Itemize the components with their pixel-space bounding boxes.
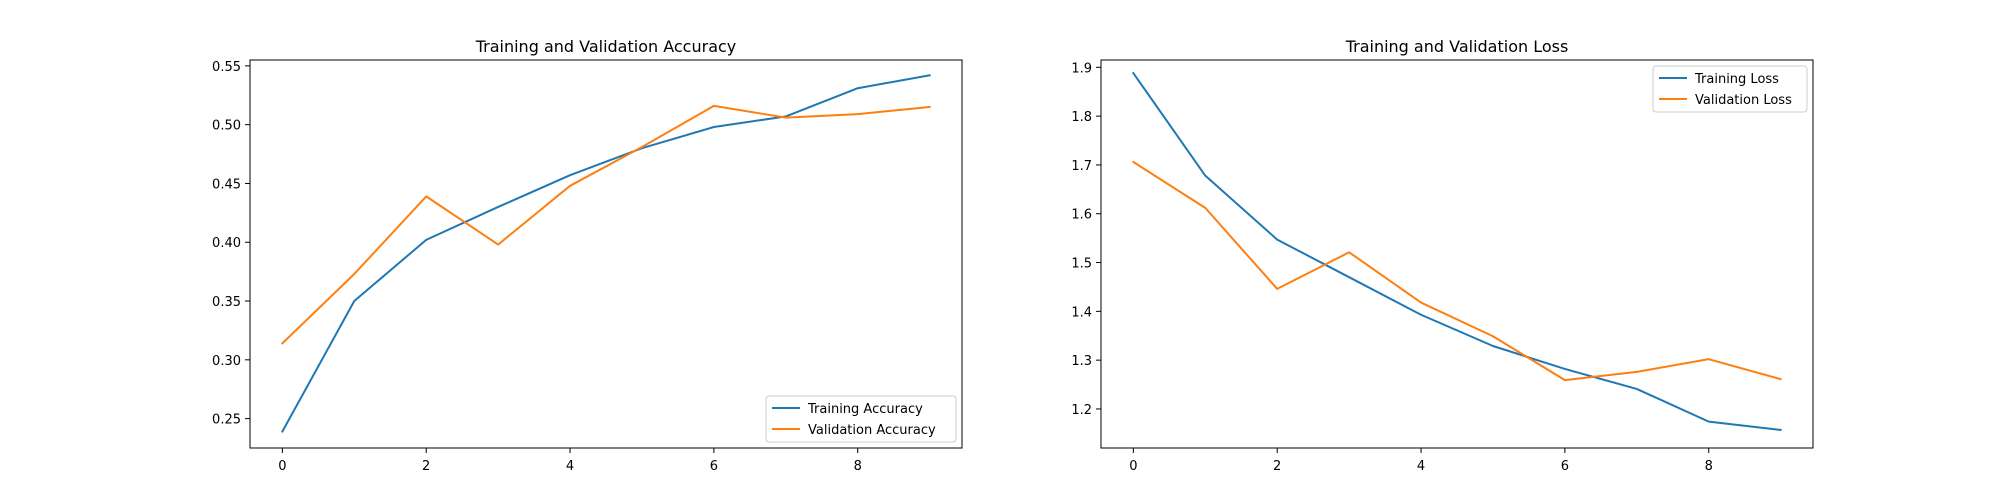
- y-tick-label: 1.6: [1071, 208, 1092, 223]
- legend-box: [1652, 65, 1808, 113]
- series-line-2: [280, 104, 931, 345]
- axes-frame: [1100, 59, 1814, 449]
- legend-box: [765, 395, 957, 443]
- chart-title: Training and Validation Accuracy: [475, 37, 737, 56]
- legend-label: Training Accuracy: [807, 402, 923, 417]
- y-tick-label: 0.45: [212, 177, 241, 192]
- y-tick-label: 0.50: [212, 119, 241, 134]
- legend: Training Loss Validation Loss: [1652, 65, 1808, 113]
- series-line-1: [281, 74, 931, 433]
- y-tick-label: 1.9: [1071, 61, 1092, 76]
- y-tick-label: 0.30: [212, 354, 241, 369]
- y-tick-label: 1.7: [1071, 159, 1092, 174]
- x-tick-label: 6: [1561, 459, 1569, 474]
- x-tick-label: 8: [854, 459, 862, 474]
- legend: Training Accuracy Validation Accuracy: [765, 395, 957, 443]
- legend-label: Training Loss: [1694, 72, 1779, 87]
- y-tick-label: 0.25: [212, 413, 241, 428]
- x-tick-label: 6: [710, 459, 718, 474]
- series-line-1: [1131, 71, 1782, 432]
- x-tick-label: 2: [422, 459, 430, 474]
- y-tick-label: 1.4: [1071, 305, 1092, 320]
- chart-title: Training and Validation Loss: [1345, 37, 1569, 56]
- y-tick-label: 0.35: [212, 295, 241, 310]
- series-line-2: [1131, 160, 1782, 382]
- x-tick-label: 0: [278, 459, 286, 474]
- y-tick-label: 1.2: [1071, 403, 1092, 418]
- x-tick-label: 4: [1417, 459, 1425, 474]
- y-tick-label: 0.40: [212, 236, 241, 251]
- chart-panel-2: Training and Validation Loss 0 2 4 6 8 1.2 1.3 1…: [1071, 37, 1814, 474]
- axes-frame: [249, 59, 963, 449]
- legend-label: Validation Accuracy: [808, 423, 936, 438]
- legend-label: Validation Loss: [1695, 93, 1792, 108]
- y-tick-label: 1.5: [1071, 257, 1092, 272]
- x-tick-label: 8: [1705, 459, 1713, 474]
- y-tick-label: 1.3: [1071, 354, 1092, 369]
- y-tick-label: 1.8: [1071, 110, 1092, 125]
- x-tick-label: 4: [566, 459, 574, 474]
- chart-panel-1: Training and Validation Accuracy 0 2 4 6 8 0.2…: [212, 37, 963, 474]
- y-tick-label: 0.55: [212, 60, 241, 75]
- x-tick-label: 0: [1129, 459, 1137, 474]
- x-tick-label: 2: [1273, 459, 1281, 474]
